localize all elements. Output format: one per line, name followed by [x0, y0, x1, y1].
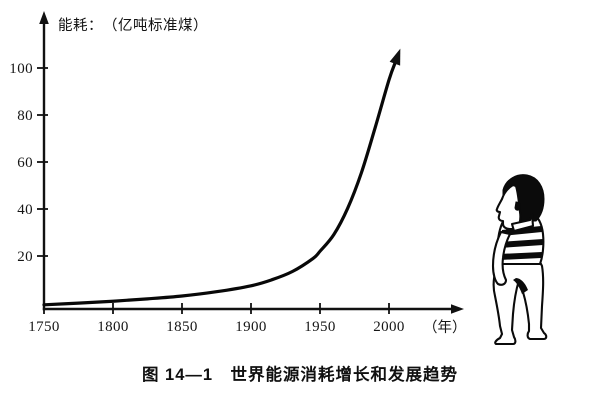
y-tick-label: 100	[9, 61, 33, 77]
person-neck-shape	[510, 212, 535, 233]
y-tick-label: 20	[17, 249, 33, 265]
y-axis-unit-label: （亿吨标准煤）	[103, 17, 208, 34]
x-axis-ticks: 1750 1800 1850 1900 1950 2000	[28, 303, 405, 335]
person-arm-shape	[491, 230, 512, 286]
x-tick-label: 1800	[97, 319, 129, 335]
person-face-shape	[495, 183, 522, 231]
x-tick-label: 2000	[373, 319, 405, 335]
person-ear-shape	[514, 201, 521, 211]
x-tick-label: 1750	[28, 319, 60, 335]
y-tick-label: 80	[17, 108, 33, 124]
figure-caption: 图 14—1 世界能源消耗增长和发展趋势	[142, 364, 458, 384]
y-axis-title-label: 能耗：	[58, 17, 103, 34]
cartoon-person-illustration	[491, 174, 548, 346]
x-axis-unit-label: （年）	[423, 319, 467, 336]
y-tick-label: 60	[17, 155, 33, 171]
x-axis-arrow-icon	[451, 304, 464, 314]
person-shorts-hem	[513, 278, 528, 294]
x-tick-label: 1850	[166, 319, 198, 335]
x-tick-label: 1950	[304, 319, 336, 335]
energy-consumption-curve	[42, 59, 398, 307]
y-tick-label: 40	[17, 202, 33, 218]
y-axis-arrow-icon	[39, 11, 49, 24]
curve-arrow-icon	[389, 48, 401, 66]
x-tick-label: 1900	[235, 319, 267, 335]
y-axis-ticks: 20 40 60 80 100	[9, 61, 48, 265]
